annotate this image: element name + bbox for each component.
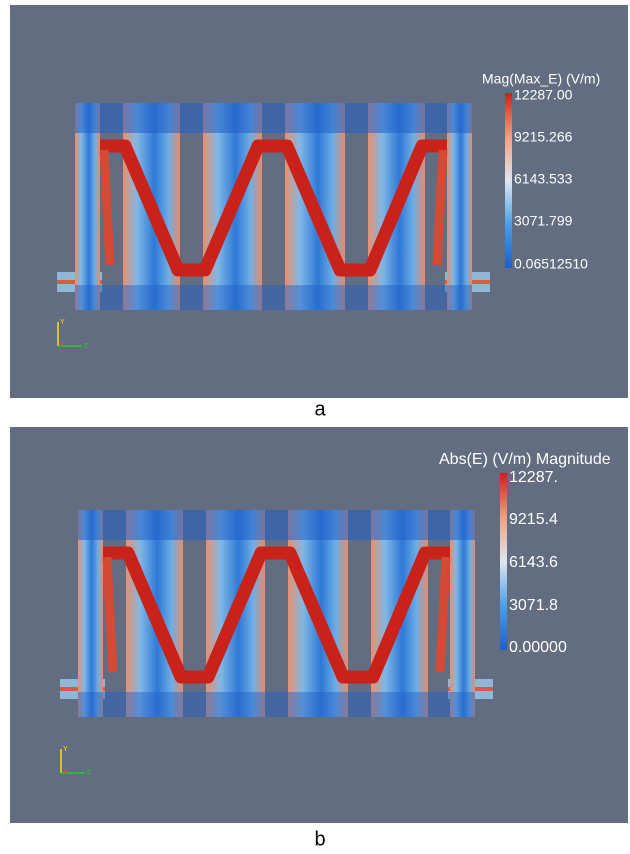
colorbar-label: 0.00000 (509, 639, 567, 656)
panel-label: b (314, 828, 325, 850)
colorbar (500, 473, 507, 650)
axis-label: X (60, 342, 65, 349)
axis-label: Y (60, 319, 65, 326)
axis-label: X (63, 769, 68, 776)
colorbar-label: 0.06512510 (514, 256, 588, 272)
colorbar-label: 12287. (509, 469, 558, 486)
panel-b: Abs(E) (V/m) Magnitude 12287. 9215.4 614… (10, 427, 628, 850)
colorbar-label: 3071.8 (509, 597, 558, 614)
colorbar-label: 6143.533 (514, 171, 573, 187)
colorbar-label: 6143.6 (509, 554, 558, 571)
colorbar-title: Mag(Max_E) (V/m) (482, 71, 600, 87)
panel-a: Mag(Max_E) (V/m) 12287.00 9215.266 6143.… (10, 5, 628, 420)
colorbar-label: 12287.00 (514, 87, 573, 103)
figure: Mag(Max_E) (V/m) 12287.00 9215.266 6143.… (0, 0, 630, 854)
colorbar-label: 9215.266 (514, 129, 573, 145)
colorbar-label: 9215.4 (509, 511, 558, 528)
colorbar-label: 3071.799 (514, 213, 573, 229)
colorbar (505, 93, 512, 268)
panel-label: a (314, 398, 326, 420)
axis-label: Z (87, 770, 92, 777)
axis-label: Z (84, 343, 89, 350)
axis-label: Y (63, 746, 68, 753)
colorbar-title: Abs(E) (V/m) Magnitude (439, 451, 611, 468)
